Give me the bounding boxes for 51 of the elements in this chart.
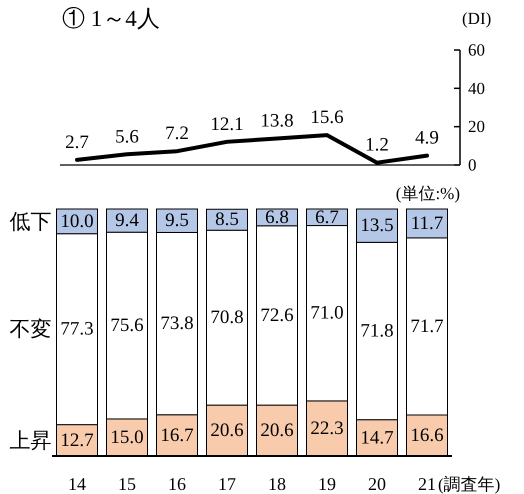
data-label: 13.5 — [360, 215, 394, 236]
annotation: (単位:%) — [396, 184, 460, 203]
data-label: 10.0 — [60, 210, 94, 232]
data-label: 73.8 — [160, 313, 194, 334]
data-label: 2.7 — [65, 132, 89, 153]
x-tick-label: 16 — [168, 474, 186, 494]
data-label: 22.3 — [310, 418, 344, 439]
data-label: 12.1 — [210, 114, 244, 135]
data-label: 16.6 — [410, 425, 444, 446]
data-label: 13.8 — [260, 110, 294, 132]
data-label: 6.7 — [315, 206, 339, 228]
series-name: 不変 — [10, 317, 52, 342]
title: ① 1～4人 — [62, 6, 160, 31]
data-label: 16.7 — [160, 424, 194, 446]
data-label: 1.2 — [365, 134, 389, 156]
data-label: 9.5 — [165, 210, 189, 232]
data-label: 20.6 — [210, 420, 244, 442]
data-label: 77.3 — [60, 318, 94, 340]
data-label: 7.2 — [165, 123, 189, 144]
data-label: 71.8 — [360, 320, 394, 342]
data-label: 4.9 — [415, 128, 439, 149]
data-label: 6.8 — [265, 206, 289, 228]
xlabel: (調査年) — [438, 475, 500, 494]
series-name: 低下 — [10, 209, 52, 234]
data-label: 71.0 — [310, 302, 344, 324]
data-label: 15.6 — [310, 107, 344, 128]
data-label: 12.7 — [60, 430, 94, 451]
data-label: 20.6 — [260, 420, 294, 442]
x-tick-label: 14 — [68, 474, 86, 494]
data-label: 5.6 — [115, 126, 139, 148]
x-tick-label: 17 — [218, 474, 236, 494]
x-tick-label: 21 — [418, 474, 436, 494]
y-tick-label: 20 — [468, 117, 485, 136]
data-label: 8.5 — [215, 209, 239, 230]
data-label: 75.6 — [110, 315, 144, 336]
data-label: 14.7 — [360, 427, 394, 448]
y-tick-label: 60 — [468, 40, 485, 60]
data-label: 71.7 — [410, 316, 444, 337]
data-label: 72.6 — [260, 304, 294, 326]
data-label: 15.0 — [110, 426, 144, 448]
ylabel: (DI) — [462, 9, 492, 28]
x-tick-label: 19 — [318, 474, 336, 494]
x-tick-label: 18 — [268, 474, 286, 494]
x-tick-label: 20 — [368, 474, 386, 494]
data-label: 70.8 — [210, 307, 244, 328]
series-name: 上昇 — [10, 428, 52, 452]
y-tick-label: 40 — [468, 78, 485, 98]
data-label: 9.4 — [115, 210, 140, 232]
x-tick-label: 15 — [118, 474, 136, 494]
y-tick-label: 0 — [468, 156, 476, 174]
data-label: 11.7 — [410, 212, 444, 234]
